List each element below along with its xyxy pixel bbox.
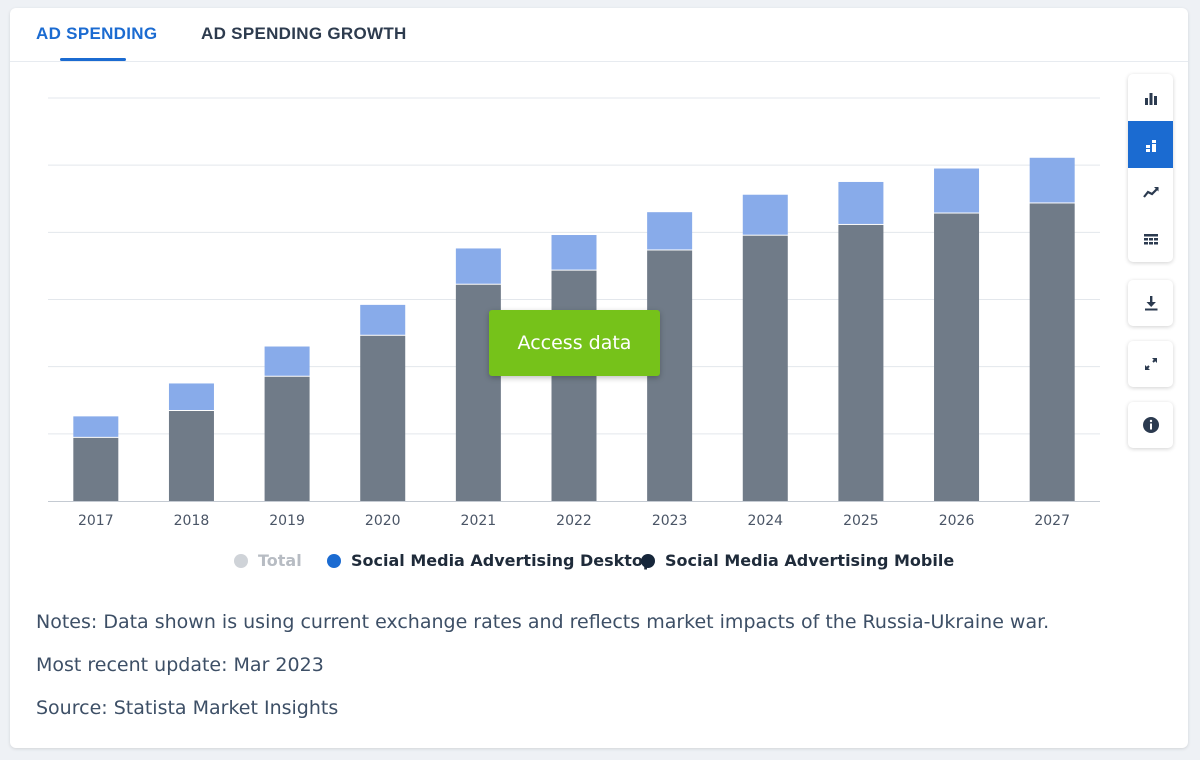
legend-label-mobile: Social Media Advertising Mobile	[665, 551, 955, 570]
chart-source: Source: Statista Market Insights	[36, 697, 339, 719]
legend-label-desktop: Social Media Advertising Desktop	[351, 551, 655, 570]
bar-chart-icon	[1144, 92, 1157, 105]
bar-mobile-2019	[264, 376, 310, 501]
tab-bar: AD SPENDING AD SPENDING GROWTH	[10, 8, 1188, 62]
bar-mobile-2018	[168, 410, 214, 501]
x-tick-label: 2023	[652, 513, 688, 529]
stacked-bar-icon	[1145, 139, 1156, 152]
active-tab-indicator	[60, 58, 126, 61]
x-tick-label: 2017	[78, 513, 114, 529]
chart-type-toolbar	[1128, 74, 1173, 262]
bar-mobile-2024	[742, 235, 788, 502]
info-button[interactable]	[1128, 402, 1173, 448]
x-tick-label: 2024	[747, 513, 783, 529]
legend-label-total: Total	[258, 551, 302, 570]
x-tick-label: 2021	[461, 513, 497, 529]
bar-chart-button[interactable]	[1128, 74, 1173, 121]
bar-mobile-2020	[360, 335, 406, 501]
legend-item-mobile[interactable]: Social Media Advertising Mobile	[641, 551, 954, 570]
table-view-button[interactable]	[1128, 215, 1173, 262]
access-data-button[interactable]: Access data	[489, 310, 660, 376]
expand-toolbar	[1128, 341, 1173, 387]
tab-ad-spending[interactable]: AD SPENDING	[36, 24, 158, 43]
line-chart-button[interactable]	[1128, 168, 1173, 215]
bar-desktop-2020	[360, 304, 406, 335]
table-icon	[1143, 233, 1158, 244]
download-button[interactable]	[1128, 280, 1173, 326]
x-tick-label: 2025	[843, 513, 879, 529]
tab-ad-spending-growth[interactable]: AD SPENDING GROWTH	[201, 24, 407, 43]
expand-icon	[1144, 358, 1157, 370]
bar-desktop-2022	[551, 235, 597, 270]
bar-desktop-2023	[647, 212, 693, 250]
legend-marker-mobile	[641, 553, 655, 568]
bar-mobile-2026	[934, 213, 980, 501]
x-tick-label: 2019	[269, 513, 305, 529]
line-chart-icon	[1142, 186, 1159, 198]
bar-desktop-2019	[264, 346, 310, 376]
x-tick-label: 2027	[1034, 513, 1070, 529]
legend-item-total[interactable]: Total	[234, 551, 302, 570]
bar-desktop-2017	[73, 416, 119, 437]
bar-desktop-2024	[742, 194, 788, 235]
legend-marker-desktop	[327, 553, 341, 568]
bar-desktop-2018	[168, 383, 214, 410]
bar-desktop-2025	[838, 181, 884, 224]
bar-desktop-2026	[934, 168, 980, 213]
x-tick-label: 2022	[556, 513, 592, 529]
stacked-bar-button[interactable]	[1128, 121, 1173, 168]
x-tick-label: 2018	[174, 513, 210, 529]
chart-notes: Notes: Data shown is using current excha…	[36, 611, 1050, 633]
x-tick-label: 2026	[939, 513, 975, 529]
chart-card: AD SPENDING AD SPENDING GROWTH 2017 2018 2…	[10, 8, 1188, 748]
bar-mobile-2022	[551, 270, 597, 501]
info-toolbar	[1128, 402, 1173, 448]
stacked-bar-chart: 2017 2018 2019 2020 2021 2022 2023 2024 2025 2026…	[48, 97, 1100, 529]
x-tick-label: 2020	[365, 513, 401, 529]
chart-legend: Total Social Media Advertising Desktop S…	[10, 549, 1188, 573]
download-toolbar	[1128, 280, 1173, 326]
legend-marker-total	[234, 553, 248, 568]
info-icon	[1142, 417, 1159, 433]
legend-item-desktop[interactable]: Social Media Advertising Desktop	[327, 551, 654, 570]
bar-mobile-2025	[838, 224, 884, 501]
bar-mobile-2027	[1029, 203, 1075, 501]
download-icon	[1144, 296, 1157, 311]
fullscreen-button[interactable]	[1128, 341, 1173, 387]
bar-mobile-2017	[73, 437, 119, 501]
bar-desktop-2021	[455, 248, 501, 284]
chart-update-date: Most recent update: Mar 2023	[36, 654, 324, 676]
bar-desktop-2027	[1029, 157, 1075, 203]
